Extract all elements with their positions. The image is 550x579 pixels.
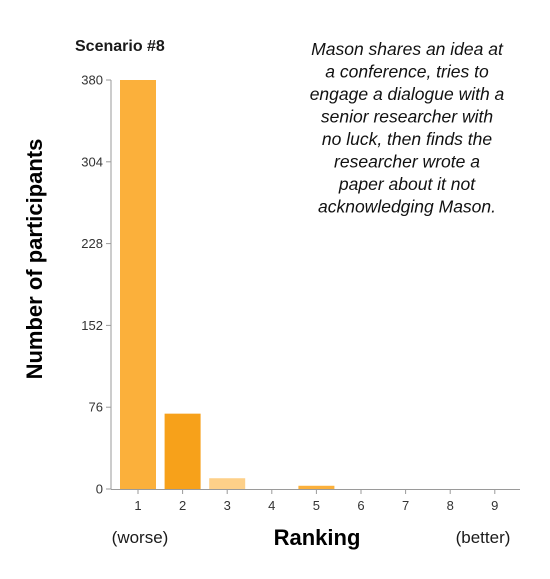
y-tick-label: 0 (96, 482, 103, 497)
chart-title: Scenario #8 (75, 38, 165, 55)
x-tick-label: 2 (179, 498, 186, 513)
annotation-line: senior researcher with (321, 107, 493, 127)
annotation-line: paper about it not (338, 174, 476, 194)
annotation-line: researcher wrote a (334, 152, 480, 172)
bar (164, 413, 201, 489)
x-tick-label: 4 (268, 498, 275, 513)
bar (120, 80, 156, 489)
annotation-line: engage a dialogue with a (310, 84, 505, 104)
x-tick-label: 5 (313, 498, 320, 513)
annotation-line: acknowledging Mason. (318, 197, 496, 217)
x-axis: 1 2 3 4 5 6 7 8 9 (111, 489, 520, 513)
bars-group (120, 80, 335, 489)
x-axis-right-note: (better) (456, 528, 511, 547)
annotation-line: Mason shares an idea at (311, 39, 504, 59)
chart-annotation: Mason shares an idea at a conference, tri… (310, 39, 505, 217)
y-tick-label: 304 (81, 154, 103, 169)
annotation-line: a conference, tries to (325, 62, 489, 82)
x-tick-label: 3 (224, 498, 231, 513)
x-tick-label: 8 (447, 498, 454, 513)
x-tick-label: 6 (357, 498, 364, 513)
x-axis-label: Ranking (274, 525, 361, 550)
x-tick-label: 7 (402, 498, 409, 513)
y-tick-label: 152 (81, 318, 103, 333)
bar (209, 478, 246, 489)
y-axis-label: Number of participants (22, 139, 47, 380)
annotation-line: no luck, then finds the (322, 129, 493, 149)
y-tick-label: 76 (89, 400, 103, 415)
y-axis: 380 304 228 152 76 0 (81, 73, 112, 497)
x-tick-label: 9 (491, 498, 498, 513)
y-tick-label: 380 (81, 73, 103, 88)
x-tick-label: 1 (134, 498, 141, 513)
bar (298, 485, 335, 489)
y-tick-label: 228 (81, 236, 103, 251)
x-axis-left-note: (worse) (112, 528, 169, 547)
